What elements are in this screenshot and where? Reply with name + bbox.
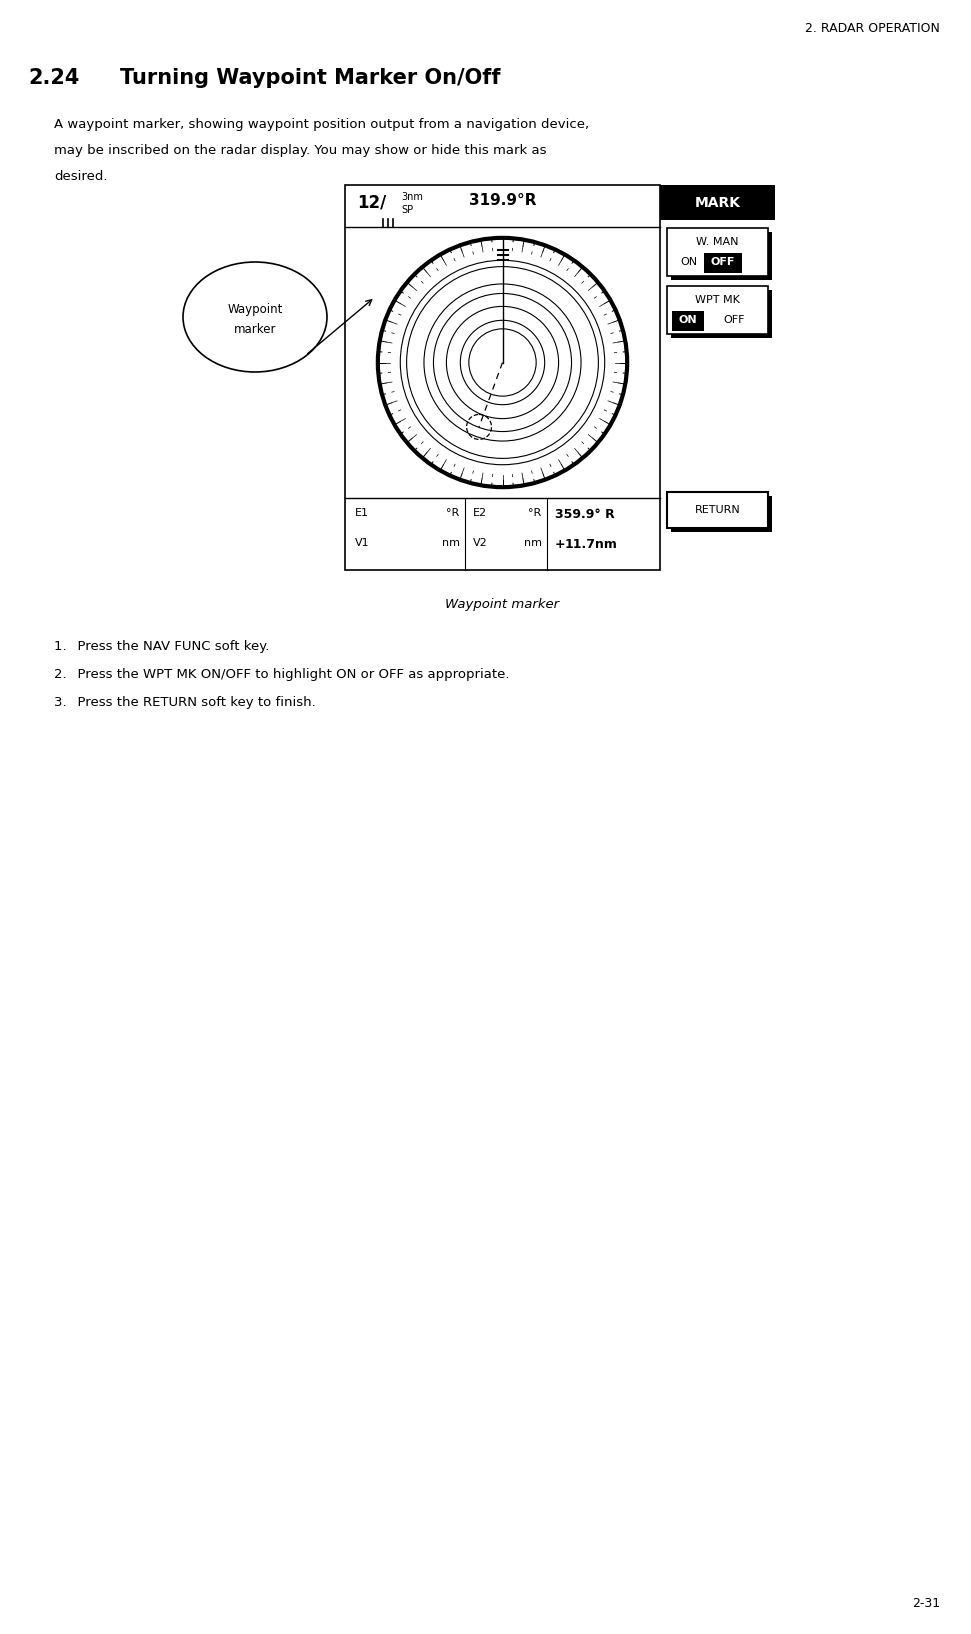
- Bar: [667, 492, 768, 528]
- Text: 3.  Press the RETURN soft key to finish.: 3. Press the RETURN soft key to finish.: [54, 696, 316, 709]
- Text: V2: V2: [473, 538, 487, 547]
- Bar: [667, 286, 768, 333]
- Text: ON: ON: [681, 257, 697, 266]
- Text: E1: E1: [355, 508, 369, 518]
- Bar: [672, 310, 704, 332]
- Bar: [671, 289, 772, 338]
- Text: Waypoint marker: Waypoint marker: [446, 598, 559, 611]
- Text: may be inscribed on the radar display. You may show or hide this mark as: may be inscribed on the radar display. Y…: [54, 144, 547, 157]
- Text: A waypoint marker, showing waypoint position output from a navigation device,: A waypoint marker, showing waypoint posi…: [54, 118, 589, 131]
- Bar: [660, 185, 775, 221]
- Text: 3nm: 3nm: [401, 193, 423, 203]
- Text: nm: nm: [523, 538, 542, 547]
- Text: OFF: OFF: [711, 257, 735, 266]
- Text: +: +: [554, 538, 565, 551]
- Bar: [345, 185, 660, 570]
- Text: nm: nm: [442, 538, 459, 547]
- Text: 12/: 12/: [357, 193, 386, 211]
- Text: Waypoint: Waypoint: [227, 302, 283, 315]
- Ellipse shape: [183, 261, 327, 373]
- Text: RETURN: RETURN: [694, 505, 740, 515]
- Text: V1: V1: [355, 538, 370, 547]
- Bar: [671, 497, 772, 533]
- Text: 1.  Press the NAV FUNC soft key.: 1. Press the NAV FUNC soft key.: [54, 641, 269, 654]
- Text: 359.9° R: 359.9° R: [554, 508, 615, 521]
- Bar: [671, 232, 772, 279]
- Text: SP: SP: [401, 204, 413, 216]
- Text: ON: ON: [679, 315, 697, 325]
- Text: 2.  Press the WPT MK ON/OFF to highlight ON or OFF as appropriate.: 2. Press the WPT MK ON/OFF to highlight …: [54, 668, 510, 681]
- Text: OFF: OFF: [723, 315, 745, 325]
- Text: 2-31: 2-31: [912, 1596, 940, 1609]
- Text: 11.7nm: 11.7nm: [564, 538, 618, 551]
- Text: °R: °R: [447, 508, 459, 518]
- Text: marker: marker: [234, 322, 277, 335]
- Text: desired.: desired.: [54, 170, 108, 183]
- Bar: [667, 229, 768, 276]
- Text: MARK: MARK: [694, 196, 741, 209]
- Text: W. MAN: W. MAN: [696, 237, 739, 247]
- Text: E2: E2: [473, 508, 486, 518]
- Text: °R: °R: [528, 508, 542, 518]
- Text: WPT MK: WPT MK: [695, 296, 740, 306]
- Text: 2.24: 2.24: [28, 69, 80, 88]
- Text: Turning Waypoint Marker On/Off: Turning Waypoint Marker On/Off: [120, 69, 500, 88]
- Text: 319.9°R: 319.9°R: [469, 193, 536, 208]
- Text: 2. RADAR OPERATION: 2. RADAR OPERATION: [805, 21, 940, 34]
- Bar: [704, 253, 742, 273]
